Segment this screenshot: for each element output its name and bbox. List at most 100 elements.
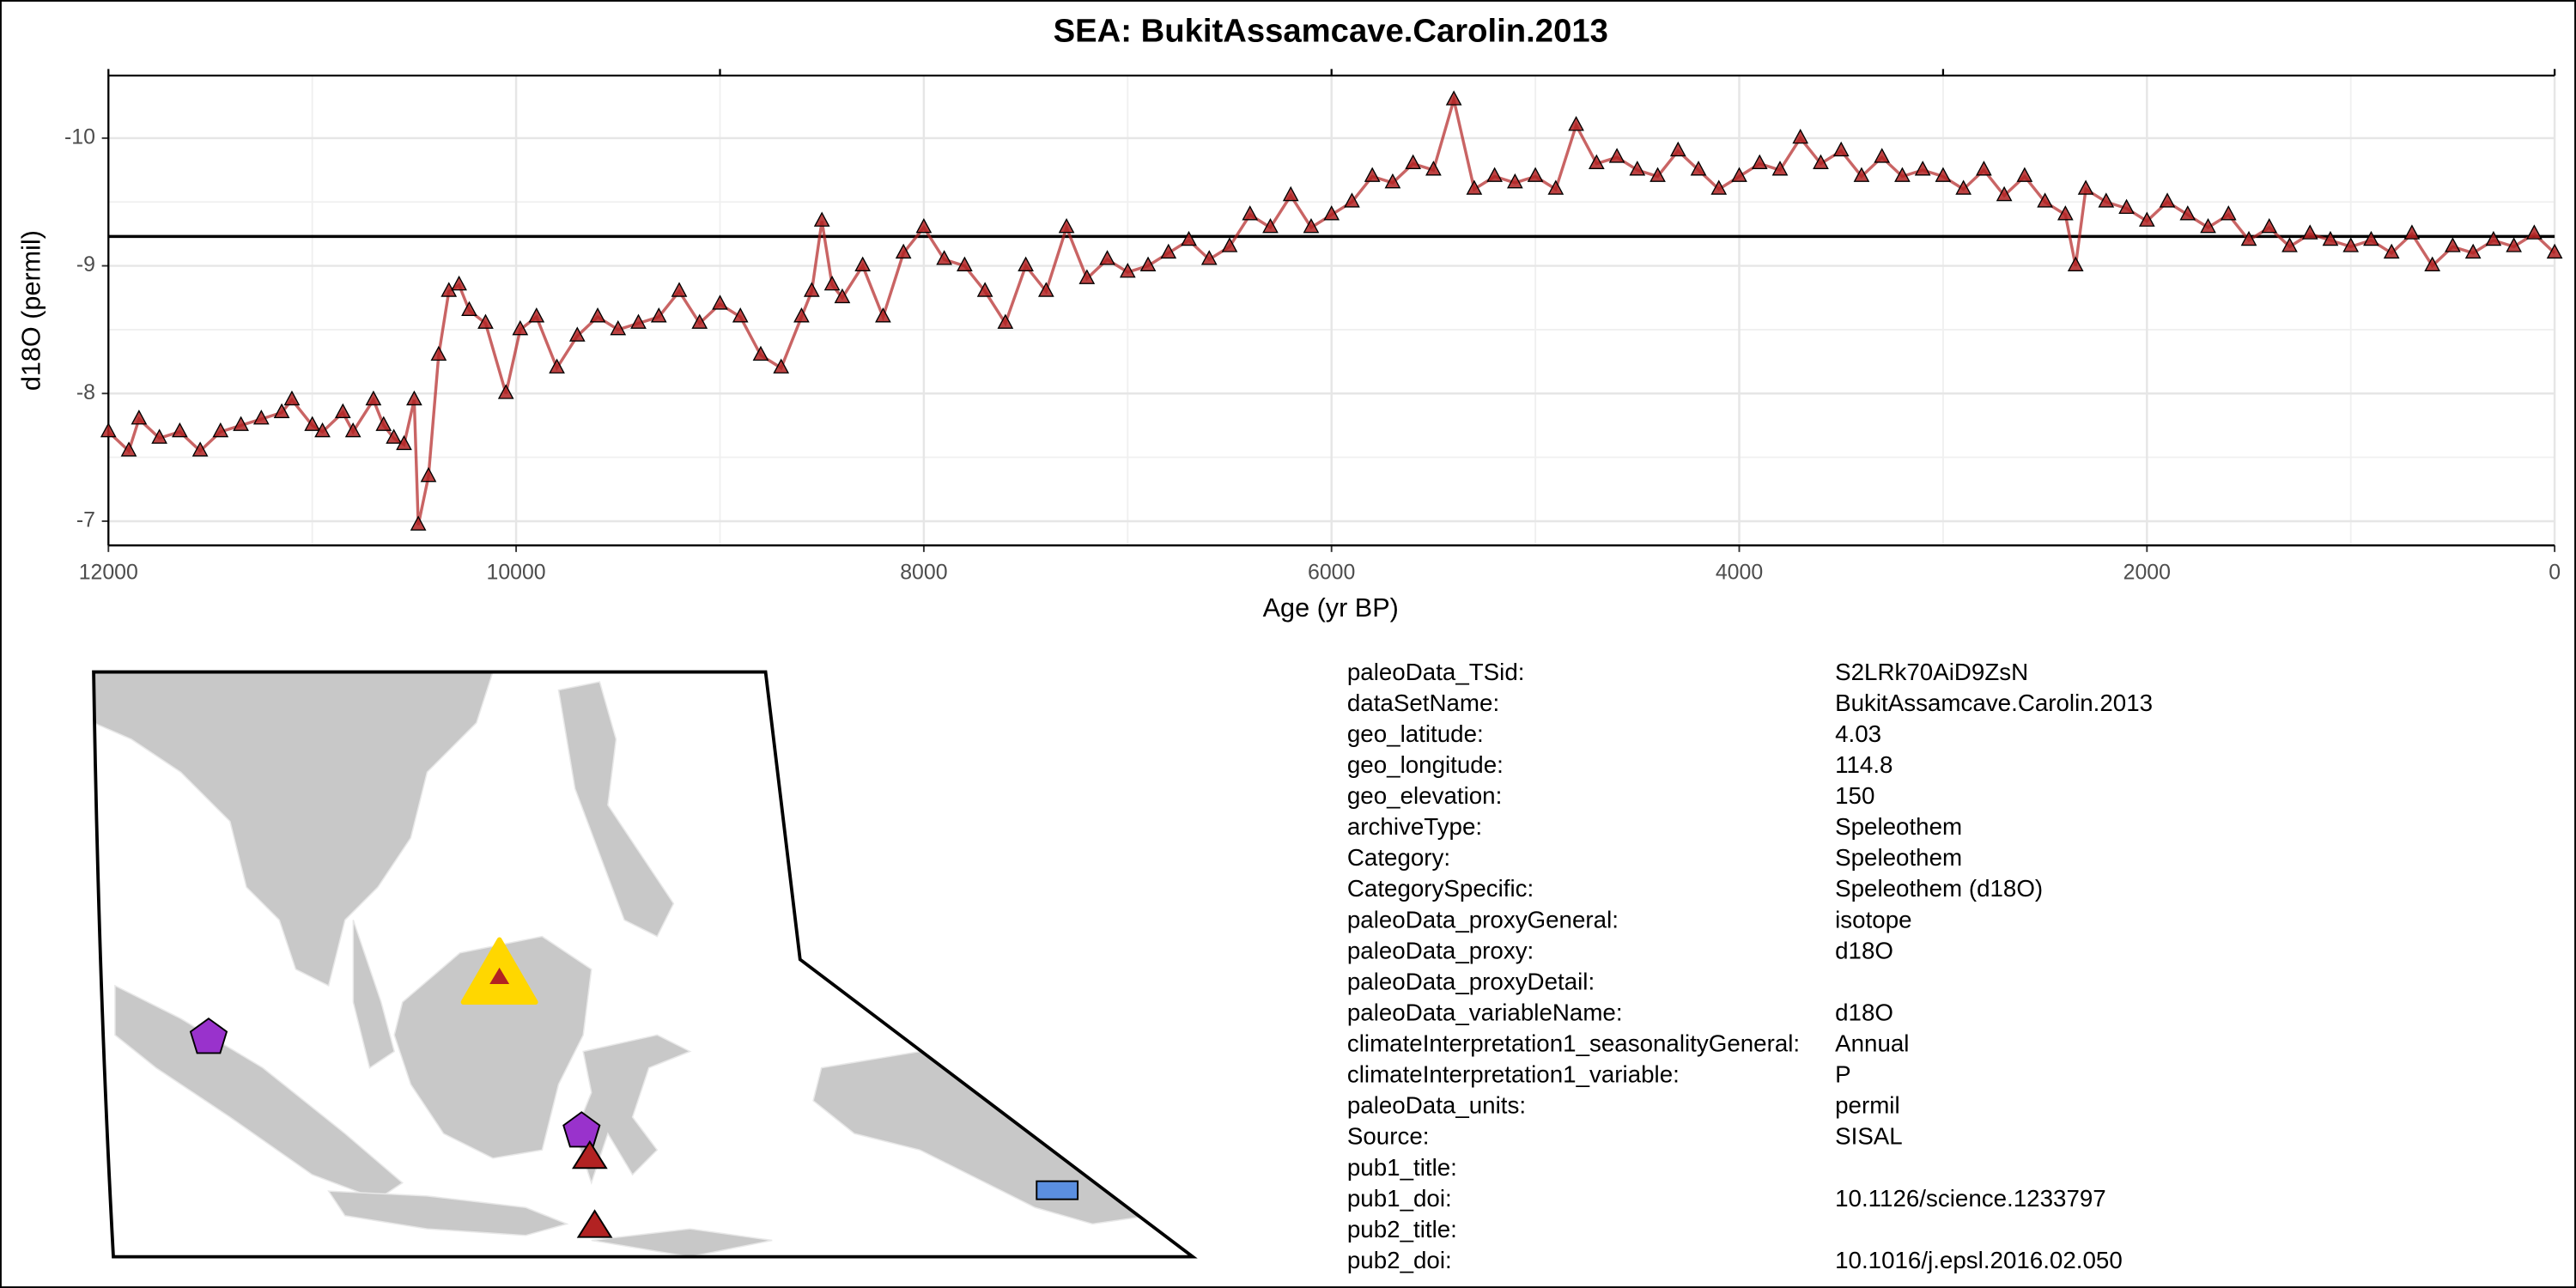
data-point [375,416,392,431]
metadata-value: 150 [1835,782,1874,809]
metadata-key: pub2_doi: [1347,1247,1452,1273]
data-point [2281,237,2298,252]
metadata-key: paleoData_proxy: [1347,937,1534,963]
data-point [172,422,188,438]
data-point [2464,243,2482,259]
y-tick-label: -9 [76,252,95,276]
metadata-value: 114.8 [1835,751,1893,778]
data-point [1262,217,1279,234]
data-point [1445,90,1462,106]
data-point [813,211,830,227]
data-point [1507,173,1523,189]
data-point [1384,173,1401,189]
data-point [396,434,412,451]
site-marker [489,967,510,985]
data-point [497,384,514,399]
y-tick-label: -10 [64,125,95,149]
metadata-key: Source: [1347,1123,1430,1150]
data-point [131,410,148,425]
data-point [410,515,427,531]
y-tick-label: -8 [76,380,95,404]
data-point [1996,185,2013,202]
data-point [630,313,647,329]
data-point [1323,205,1340,221]
data-point [1303,217,1320,234]
metadata-value: d18O [1835,937,1893,963]
data-point [2200,217,2216,234]
data-point [191,441,209,457]
data-point [773,358,790,374]
data-point [344,422,361,438]
metadata-key: climateInterpretation1_variable: [1347,1061,1680,1088]
data-point [1242,205,1259,221]
data-point [1405,154,1422,170]
data-point [2098,192,2115,208]
data-point [1853,167,1870,182]
metadata-key: geo_elevation: [1347,782,1502,809]
data-point [732,307,749,323]
plot-area: 12000 10000 8000 6000 4000 2000 0 -10 -9 -8 -7 [64,69,2563,584]
data-point [1078,269,1096,284]
data-point [854,256,872,271]
data-point [1527,167,1544,182]
data-point [1486,167,1503,182]
data-point [2403,224,2421,240]
data-point [1139,256,1157,271]
data-point [1955,179,1972,195]
y-tick-label: -7 [76,508,95,532]
map-border [92,670,1198,1259]
data-point [1364,167,1381,182]
data-point [1976,161,1992,176]
metadata-key: Category: [1347,844,1450,871]
metadata-value: S2LRk70AiD9ZsN [1835,659,2028,685]
data-point [1282,185,1299,202]
data-point [2057,205,2074,221]
data-point [1466,179,1483,195]
data-point [386,428,402,444]
metadata-value: P [1835,1061,1850,1088]
data-point [283,390,301,406]
data-point [589,307,606,323]
y-axis-label: d18O (permil) [16,230,46,391]
data-point [2383,243,2400,259]
metadata-key: dataSetName: [1347,690,1499,716]
data-point [233,416,249,431]
chart-title: SEA: BukitAssamcave.Carolin.2013 [1054,12,1608,49]
data-point [477,313,494,329]
metadata-key: pub1_doi: [1347,1185,1452,1212]
metadata-value: SISAL [1835,1123,1903,1150]
data-point [406,390,422,406]
data-point [151,428,167,444]
site-marker [572,1139,608,1170]
data-point [273,403,290,418]
data-point [1771,161,1789,176]
data-point [1894,167,1911,182]
data-point [1547,179,1564,195]
data-point [834,288,851,304]
data-point [2077,179,2094,195]
x-tick-label: 0 [2549,560,2561,584]
data-point [1629,161,1646,176]
metadata-key: paleoData_proxyGeneral: [1347,906,1619,933]
data-point [2506,237,2522,252]
metadata-value: BukitAssamcave.Carolin.2013 [1835,690,2153,716]
data-point [1058,217,1075,234]
data-point [1792,128,1809,144]
metadata-value: 4.03 [1835,720,1881,747]
data-point [2037,192,2053,208]
data-point [803,282,820,297]
metadata-value: d18O [1835,999,1893,1025]
data-point [2445,237,2461,252]
data-point [1669,141,1686,157]
metadata-key: pub2_title: [1347,1216,1457,1242]
data-point [2220,205,2237,221]
data-point [2363,230,2379,246]
data-point [1568,116,1584,131]
data-point [314,422,331,438]
data-point [895,243,912,259]
data-point [2546,243,2563,259]
data-point [528,307,545,323]
data-point [1649,167,1666,182]
metadata-key: archiveType: [1347,813,1482,840]
